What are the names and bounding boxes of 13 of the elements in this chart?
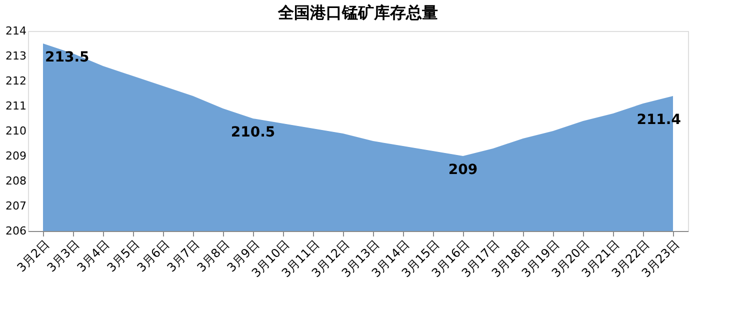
- y-tick-label: 210: [6, 124, 26, 138]
- y-tick-label: 209: [6, 150, 26, 162]
- data-label: 210.5: [230, 124, 276, 140]
- data-label: 213.5: [45, 50, 90, 66]
- chart-title: 全国港口锰矿库存总量: [277, 3, 438, 22]
- y-tick-label: 207: [6, 200, 26, 212]
- y-tick-label: 211: [6, 100, 26, 112]
- y-tick-label: 206: [6, 224, 26, 238]
- y-tick-label: 208: [6, 174, 26, 188]
- y-tick-label: 213: [6, 50, 26, 62]
- y-tick-label: 212: [6, 74, 26, 88]
- data-label: 209: [448, 162, 478, 178]
- y-tick-label: 214: [6, 24, 26, 38]
